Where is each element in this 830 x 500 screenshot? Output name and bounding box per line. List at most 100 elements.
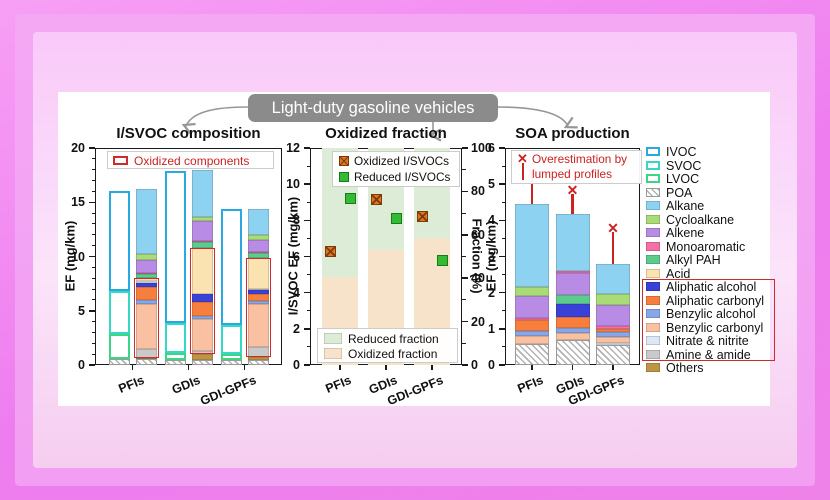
- bar-segment-acid: [192, 247, 213, 294]
- oxidized-components-box: [190, 247, 215, 354]
- y-tick: [304, 255, 310, 258]
- legend-item-alkane: Alkane: [646, 199, 776, 214]
- y-minor-tick: [501, 310, 505, 312]
- y-minor-tick: [91, 245, 95, 247]
- bar-segment-monoaromatic: [192, 240, 213, 243]
- others-swatch: [646, 363, 660, 372]
- legend-item-alkylpah: Alkyl PAH: [646, 253, 776, 268]
- y-minor-tick: [462, 169, 466, 171]
- legend-label: Reduced I/SVOCs: [354, 170, 451, 184]
- legend-item-cycloalkane: Cycloalkane: [646, 213, 776, 228]
- y-minor-tick: [91, 299, 95, 301]
- y-minor-tick: [462, 342, 466, 344]
- y-minor-tick: [91, 180, 95, 182]
- legend-item-aliphaticcarbonyl: Aliphatic carbonyl: [646, 293, 776, 309]
- y-tick-label: 8: [293, 213, 300, 228]
- legend-label: Reduced fraction: [348, 332, 439, 346]
- legend-item-monoaromatic: Monoaromatic: [646, 240, 776, 255]
- x-tick: [339, 365, 341, 370]
- y-tick: [462, 364, 468, 366]
- bar-segment-alkene: [192, 220, 213, 241]
- bar-segment-svoc: [221, 325, 242, 354]
- bar-segment-alkylpah: [136, 274, 157, 278]
- bar-segment-benzyliccarbonyl: [596, 336, 630, 343]
- bar-segment-alkene: [248, 240, 269, 252]
- svoc-swatch: [646, 160, 660, 170]
- legend-item-label: IVOC: [666, 145, 697, 159]
- y-minor-tick: [91, 277, 95, 279]
- panel3-annotation: ✕ Overestimation by lumped profiles: [511, 150, 642, 184]
- y-tick: [462, 234, 468, 236]
- y-tick-label: 60: [471, 227, 485, 242]
- bar-segment-acid: [136, 277, 157, 282]
- legend-item-label: LVOC: [666, 172, 700, 186]
- y-tick: [304, 219, 310, 222]
- legend-item-others: Others: [646, 361, 776, 376]
- scatter-point-oxidized: [416, 211, 428, 223]
- legend-item-acid: Acid: [646, 267, 776, 282]
- bar-segment-nitratenitrite: [596, 342, 630, 346]
- y-minor-tick: [91, 342, 95, 344]
- panel2-top-legend: Oxidized I/SVOCs Reduced I/SVOCs: [332, 151, 460, 187]
- legend-item-benzyliccarbonyl: Benzylic carbonyl: [646, 321, 776, 336]
- panel1-title: I/SVOC composition: [116, 125, 261, 142]
- y-minor-tick: [306, 165, 310, 167]
- y-tick: [89, 310, 95, 312]
- legend-item-label: Alkane: [666, 199, 705, 213]
- bar-segment-poa: [192, 359, 213, 365]
- monoaromatic-swatch: [646, 241, 660, 251]
- legend-item-ivoc: IVOC: [646, 145, 776, 160]
- bar-segment-benzylicalcohol: [192, 315, 213, 320]
- legend-item-label: Alkene: [666, 226, 705, 240]
- bar-segment-poa: [109, 359, 130, 365]
- overestimation-icon: ✕: [517, 151, 529, 181]
- y-tick-label: 10: [71, 249, 85, 264]
- bar-segment-benzylicalcohol: [596, 332, 630, 337]
- bar-segment-monoaromatic: [136, 273, 157, 275]
- bar-segment-aliphaticalcohol: [192, 293, 213, 303]
- benzylicalcohol-swatch: [646, 309, 660, 318]
- panel1-inner-legend-label: Oxidized components: [134, 154, 250, 168]
- y-tick-label: 5: [78, 303, 85, 318]
- bar-segment-alkane: [192, 169, 213, 218]
- y-tick: [89, 147, 95, 149]
- y-tick-label: 5: [488, 177, 495, 192]
- bar-segment-aliphaticcarbonyl: [136, 286, 157, 301]
- bar-segment-benzyliccarbonyl: [136, 303, 157, 349]
- bar-segment-poa: [596, 345, 630, 365]
- nitratenitrite-swatch: [646, 336, 660, 345]
- y-tick: [304, 183, 310, 185]
- y-minor-tick: [501, 237, 505, 239]
- legend-item-label: Others: [666, 361, 704, 375]
- y-tick-label: 20: [471, 314, 485, 329]
- bar-segment-poa: [555, 339, 590, 365]
- legend-item-label: SVOC: [666, 158, 702, 173]
- y-tick-label: 100: [471, 141, 492, 155]
- oxidized-components-box: [246, 257, 271, 357]
- bar-segment-poa: [165, 359, 186, 365]
- bar-segment-alkylpah: [192, 242, 213, 248]
- bar-segment-others: [248, 356, 269, 361]
- y-tick-label: 10: [286, 177, 300, 192]
- y-tick-label: 0: [471, 358, 478, 372]
- scatter-point-reduced: [390, 213, 402, 225]
- legend-item-label: Aliphatic carbonyl: [666, 293, 764, 308]
- bar-segment-monoaromatic: [248, 251, 269, 254]
- y-tick: [304, 364, 310, 366]
- bar-segment-amineamide: [192, 351, 213, 354]
- legend-item-lvoc: LVOC: [646, 172, 776, 187]
- y-tick: [499, 255, 505, 258]
- bar-segment-cycloalkane: [136, 254, 157, 260]
- bar-segment-monoaromatic: [515, 317, 549, 320]
- poa-swatch: [646, 187, 660, 197]
- legend-item-label: Benzylic alcohol: [666, 307, 756, 321]
- y-minor-tick: [91, 234, 95, 236]
- acid-swatch: [646, 268, 660, 278]
- y-tick: [499, 291, 505, 294]
- y-tick: [499, 328, 505, 330]
- bar-segment-alkane: [248, 208, 269, 236]
- bar-segment-poa: [248, 360, 269, 365]
- y-minor-tick: [91, 288, 95, 290]
- legend-marker-reduced: [339, 172, 349, 182]
- y-minor-tick: [501, 201, 505, 203]
